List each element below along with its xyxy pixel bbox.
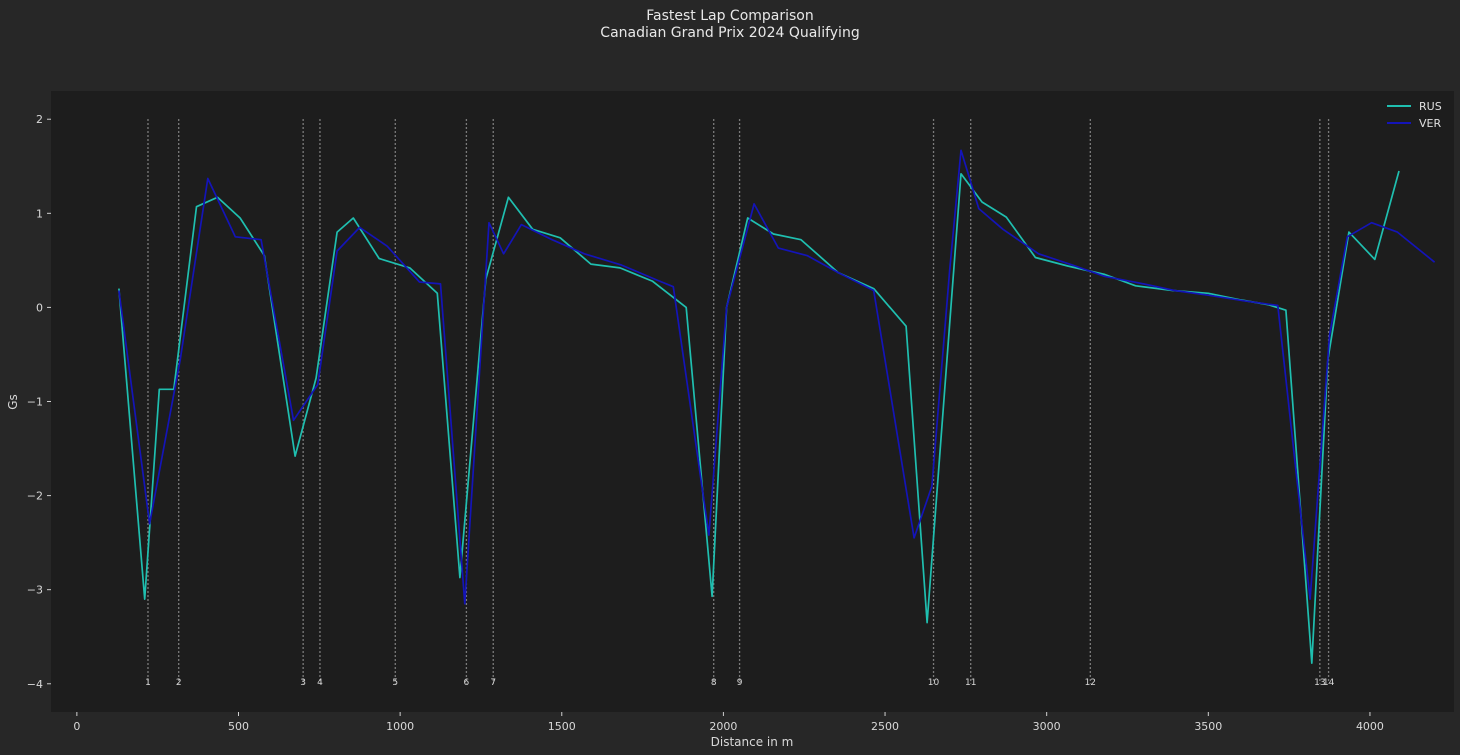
corner-label-14: 14: [1323, 678, 1335, 688]
x-tick-label: 500: [228, 720, 249, 733]
legend-label-rus: RUS: [1419, 100, 1442, 113]
x-tick-label: 1000: [386, 720, 414, 733]
corner-label-5: 5: [392, 678, 398, 688]
y-tick-label: 1: [36, 207, 43, 220]
corner-label-8: 8: [711, 678, 717, 688]
corner-label-4: 4: [317, 678, 323, 688]
x-tick-label: 3000: [1033, 720, 1061, 733]
x-axis: 0 500 1000 1500 2000 2500 3000 3500 4000: [73, 712, 1384, 733]
chart-subtitle: Canadian Grand Prix 2024 Qualifying: [600, 25, 859, 41]
y-tick-label: −4: [27, 678, 43, 691]
y-tick-label: 2: [36, 113, 43, 126]
series-line-ver: [118, 149, 1436, 605]
x-tick-label: 2500: [871, 720, 899, 733]
x-tick-label: 2000: [709, 720, 737, 733]
corner-label-12: 12: [1085, 678, 1096, 688]
y-axis-label: Gs: [6, 394, 20, 410]
corner-label-7: 7: [490, 678, 496, 688]
y-tick-label: 0: [36, 301, 43, 314]
series-line-rus: [118, 170, 1400, 664]
x-tick-label: 3500: [1194, 720, 1222, 733]
legend-label-ver: VER: [1419, 117, 1441, 130]
y-axis: 2 1 0 −1 −2 −3 −4: [27, 113, 51, 691]
plot-area: [51, 91, 1454, 712]
chart-title: Fastest Lap Comparison: [646, 8, 814, 24]
corner-label-10: 10: [928, 678, 940, 688]
y-tick-label: −1: [27, 396, 43, 409]
corner-label-9: 9: [737, 678, 743, 688]
legend: RUS VER: [1387, 100, 1442, 130]
corner-label-1: 1: [145, 678, 151, 688]
series-lines: [118, 149, 1436, 664]
corner-label-11: 11: [965, 678, 976, 688]
x-tick-label: 4000: [1356, 720, 1384, 733]
y-tick-label: −3: [27, 584, 43, 597]
x-axis-label: Distance in m: [711, 735, 794, 749]
corner-label-3: 3: [300, 678, 306, 688]
corner-label-13: 13: [1314, 678, 1325, 688]
corner-label-6: 6: [464, 678, 470, 688]
x-tick-label: 1500: [548, 720, 576, 733]
x-tick-label: 0: [73, 720, 80, 733]
corner-label-2: 2: [176, 678, 182, 688]
y-tick-label: −2: [27, 490, 43, 503]
